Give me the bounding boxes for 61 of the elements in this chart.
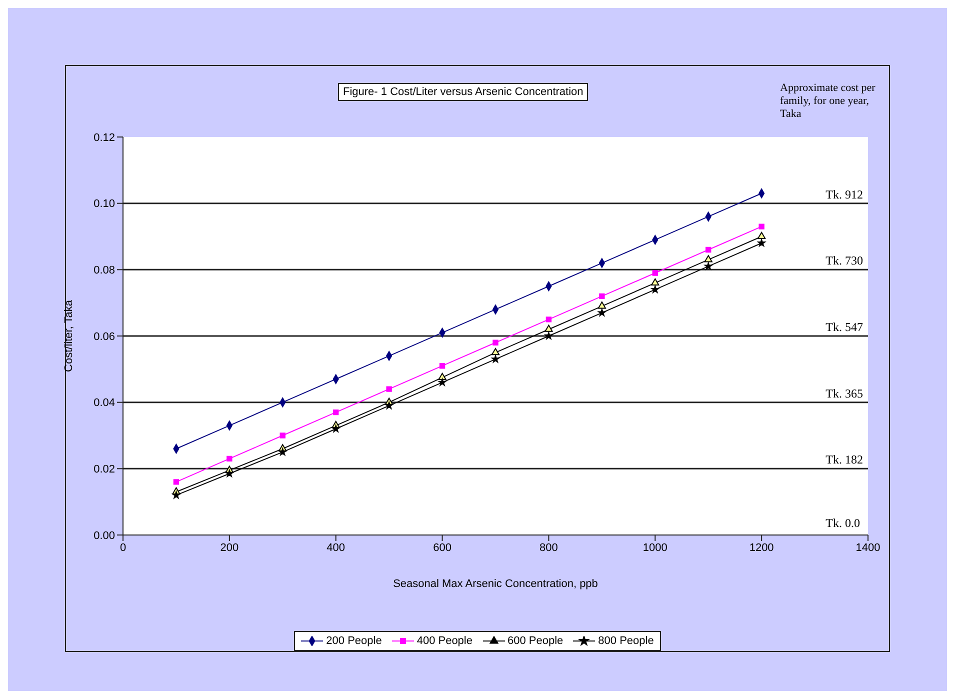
point bbox=[332, 424, 340, 432]
ref-line-label: Tk. 365 bbox=[826, 386, 863, 400]
chart-title: Figure- 1 Cost/Liter versus Arsenic Concentration bbox=[338, 83, 588, 101]
point bbox=[598, 308, 606, 316]
y-tick-label: 0.04 bbox=[94, 397, 115, 410]
x-tick-label: 0 bbox=[120, 542, 126, 554]
x-tick-label: 1200 bbox=[749, 542, 774, 554]
point bbox=[280, 432, 286, 438]
point bbox=[544, 324, 553, 332]
point bbox=[706, 246, 712, 253]
point bbox=[438, 372, 446, 380]
annotation: Tk. 0.0 bbox=[826, 516, 860, 531]
x-tick-label: 800 bbox=[540, 542, 558, 554]
point bbox=[386, 386, 392, 392]
y-tick-label: 0.10 bbox=[94, 198, 115, 210]
point bbox=[758, 232, 766, 240]
point bbox=[599, 293, 605, 300]
y-tick-label: 0.12 bbox=[94, 132, 115, 144]
x-tick-label: 400 bbox=[326, 542, 346, 554]
point bbox=[172, 491, 180, 499]
y-tick-label: 0.02 bbox=[94, 464, 115, 476]
y-tick-label: 0.06 bbox=[94, 330, 115, 343]
ref-line-label: Tk. 182 bbox=[826, 452, 863, 467]
point bbox=[226, 456, 232, 462]
point bbox=[385, 402, 393, 410]
ref-line-label: Tk. 912 bbox=[826, 187, 863, 202]
point bbox=[758, 239, 766, 246]
y-tick-label: 0.08 bbox=[94, 264, 115, 277]
y-axis-title: Cost/liter, Taka bbox=[62, 299, 75, 372]
point bbox=[704, 262, 712, 270]
point bbox=[704, 255, 712, 262]
x-tick-label: 1000 bbox=[642, 542, 668, 554]
legend-label: 600 People bbox=[506, 635, 564, 647]
x-tick-label: 1400 bbox=[856, 542, 880, 554]
x-axis-title: Seasonal Max Arsenic Concentration, ppb bbox=[393, 578, 598, 590]
point bbox=[598, 302, 606, 309]
legend-label: 200 People bbox=[325, 635, 382, 647]
point bbox=[333, 409, 339, 416]
point bbox=[492, 340, 498, 346]
legend-label: 400 People bbox=[416, 635, 472, 647]
legend-label: 800 People bbox=[597, 635, 654, 647]
point bbox=[226, 470, 234, 477]
point bbox=[652, 270, 658, 276]
point bbox=[439, 363, 446, 369]
y-tick-label: 0.00 bbox=[94, 530, 115, 542]
point bbox=[438, 378, 446, 386]
point bbox=[278, 448, 286, 456]
point bbox=[173, 479, 180, 485]
point bbox=[758, 224, 764, 230]
x-tick-label: 600 bbox=[433, 542, 452, 554]
point bbox=[491, 348, 500, 356]
ref-line-label: Tk. 547 bbox=[826, 320, 863, 334]
point bbox=[651, 278, 660, 286]
point bbox=[492, 304, 499, 314]
point bbox=[546, 316, 552, 322]
point bbox=[651, 286, 659, 293]
ref-line-label: Tk. 730 bbox=[826, 254, 863, 268]
point bbox=[492, 355, 500, 363]
x-tick-label: 200 bbox=[220, 542, 239, 554]
text: Approximate cost per family, for one year, Taka bbox=[780, 82, 876, 121]
point bbox=[544, 332, 553, 340]
